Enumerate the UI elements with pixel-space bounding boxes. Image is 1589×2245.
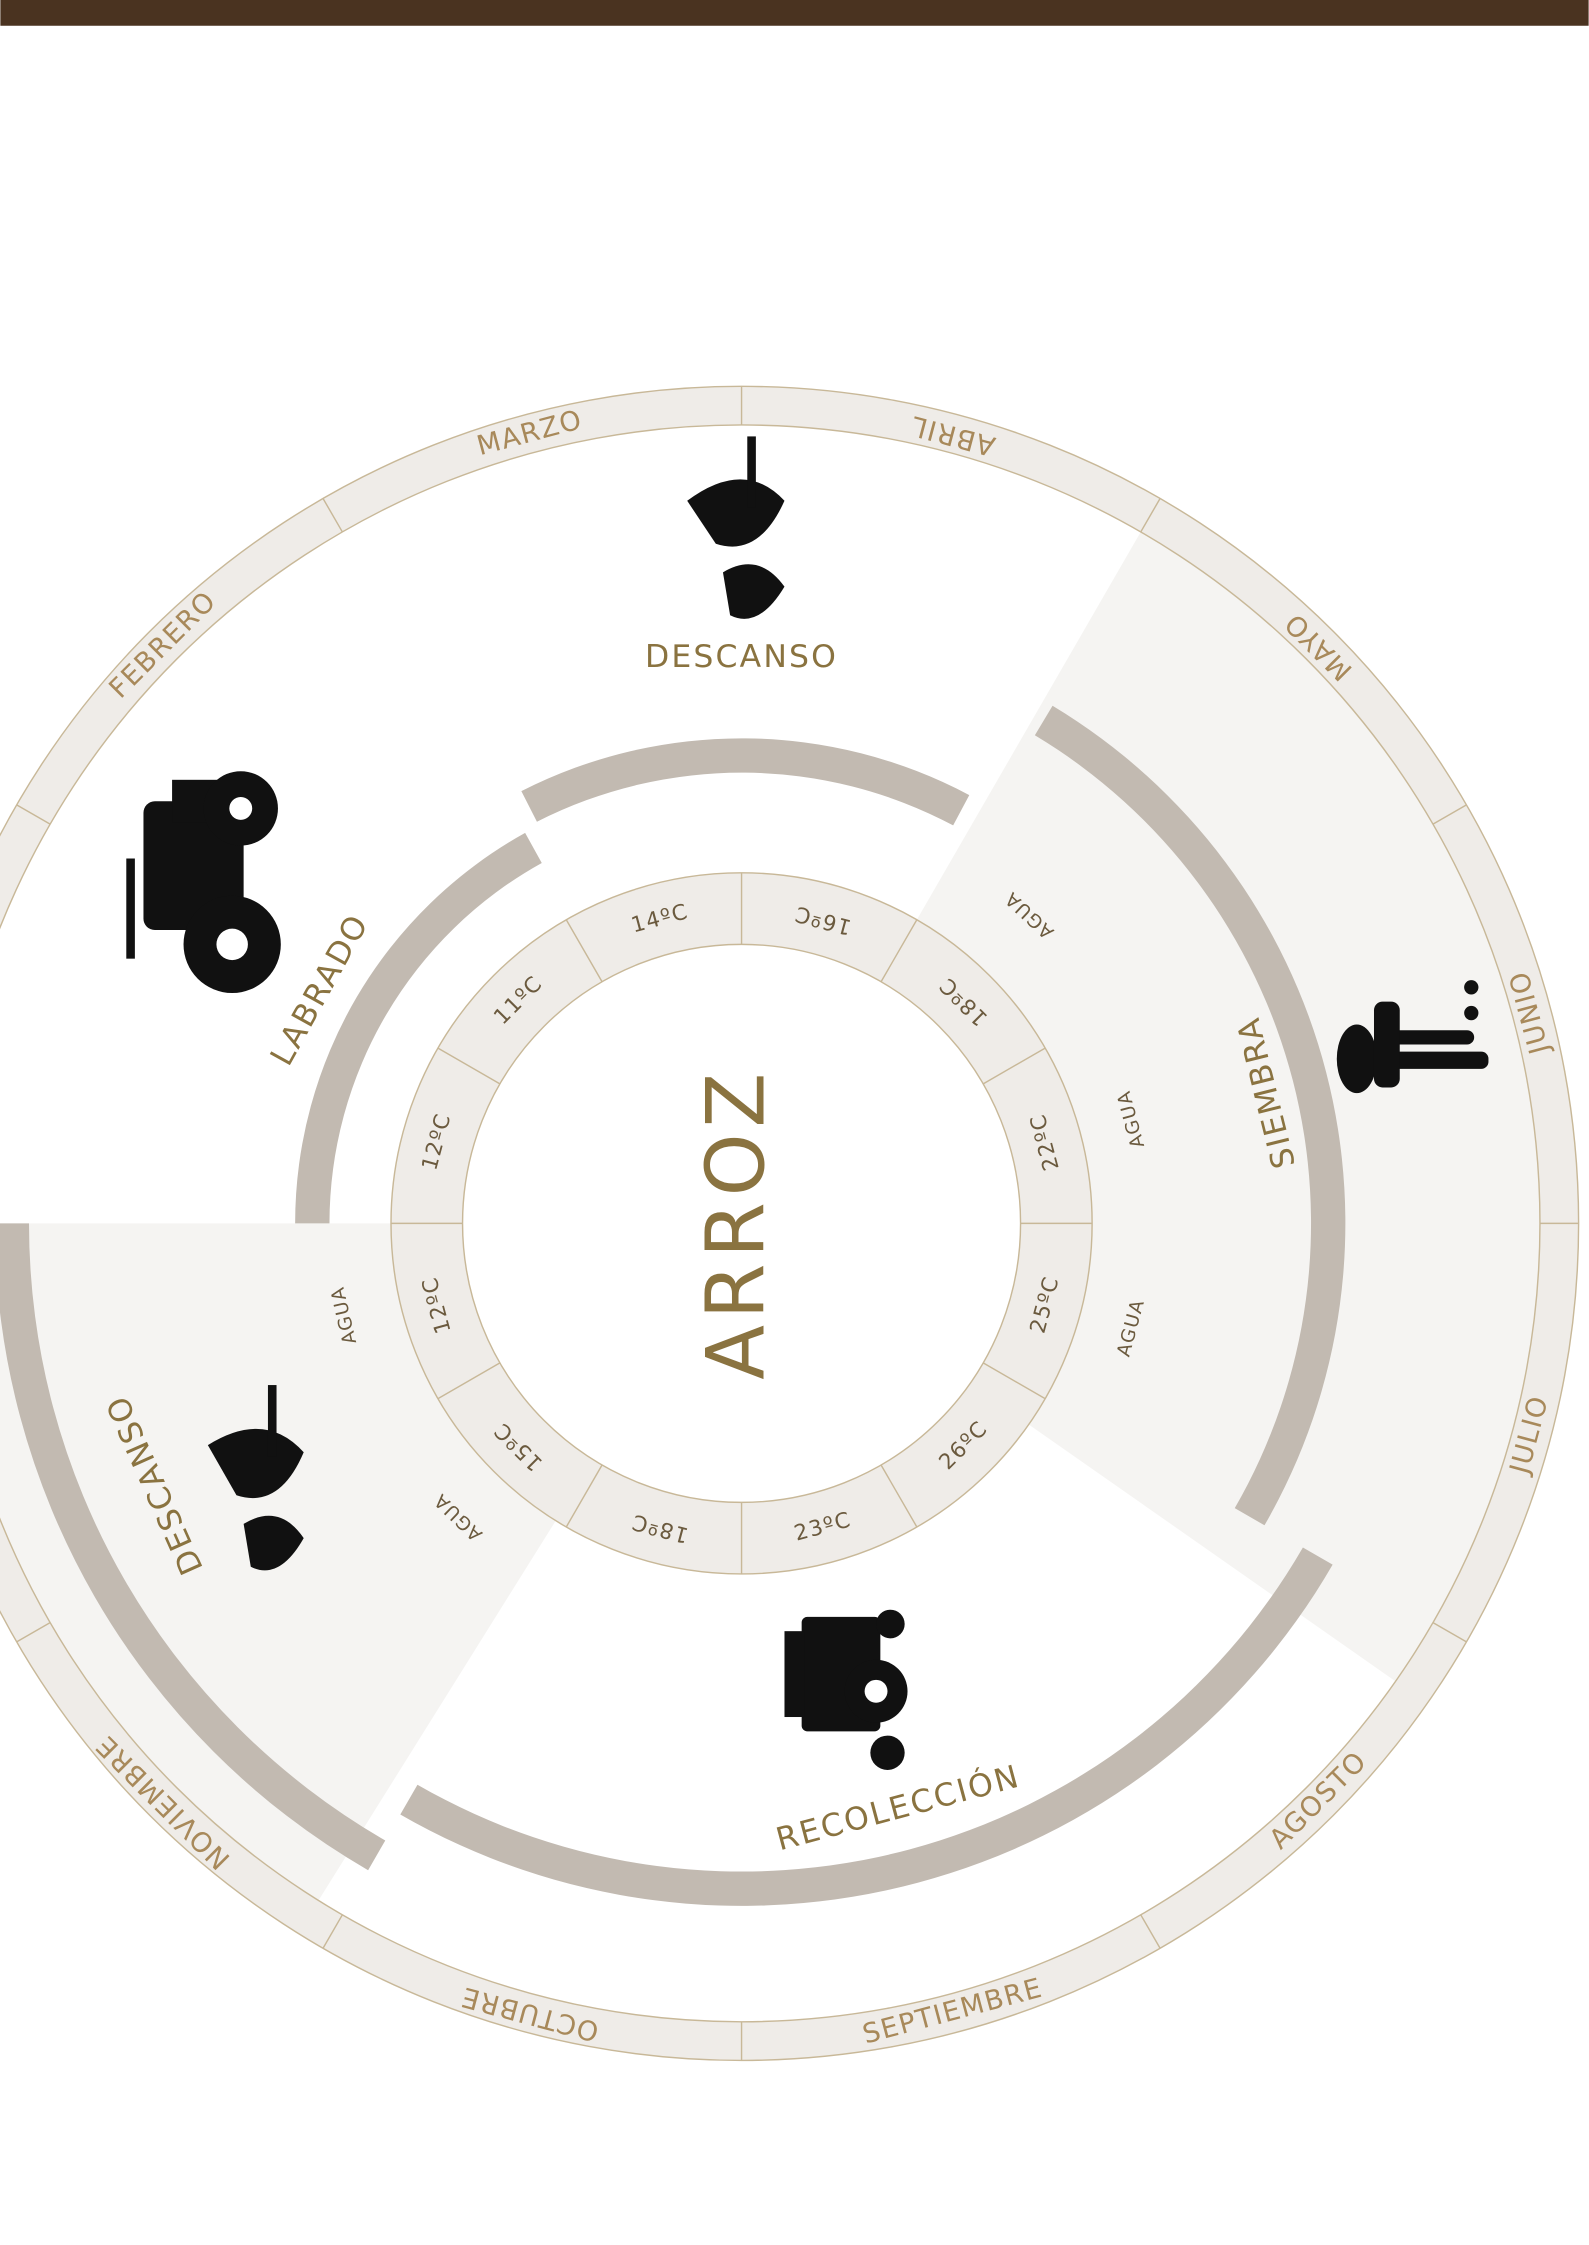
background-layer — [0, 385, 1580, 2061]
divider — [880, 1464, 918, 1528]
month-label: AGOSTO — [1264, 1745, 1374, 1855]
phase-arc — [0, 1223, 386, 1871]
phase-label: DESCANSO — [645, 639, 838, 675]
harvester-icon — [784, 1609, 908, 1770]
divider — [1432, 1621, 1467, 1643]
phase-arc — [521, 738, 970, 826]
divider — [437, 1362, 501, 1400]
phase-arc — [1034, 705, 1346, 1526]
divider — [982, 1362, 1046, 1400]
divider — [16, 1621, 51, 1643]
sector — [916, 531, 1540, 1682]
top-bar — [0, 0, 1589, 26]
divider — [982, 1047, 1046, 1085]
divider — [1140, 1914, 1161, 1949]
bird-icon — [687, 436, 785, 619]
crop-title: ARROZ — [690, 1067, 783, 1380]
month-label: FEBRERO — [103, 585, 222, 704]
divider — [322, 498, 343, 533]
divider — [16, 804, 51, 825]
farmer-icon — [1336, 980, 1489, 1094]
tractor-icon — [126, 771, 281, 994]
month-label: OCTUBRE — [457, 1980, 602, 2047]
divider — [880, 919, 918, 983]
divider — [565, 1464, 603, 1528]
divider — [1432, 804, 1467, 825]
divider — [322, 1914, 343, 1949]
divider — [1140, 498, 1161, 533]
divider — [565, 919, 603, 983]
divider — [437, 1047, 501, 1085]
phase-arc — [295, 832, 542, 1224]
bird-icon — [207, 1385, 304, 1571]
